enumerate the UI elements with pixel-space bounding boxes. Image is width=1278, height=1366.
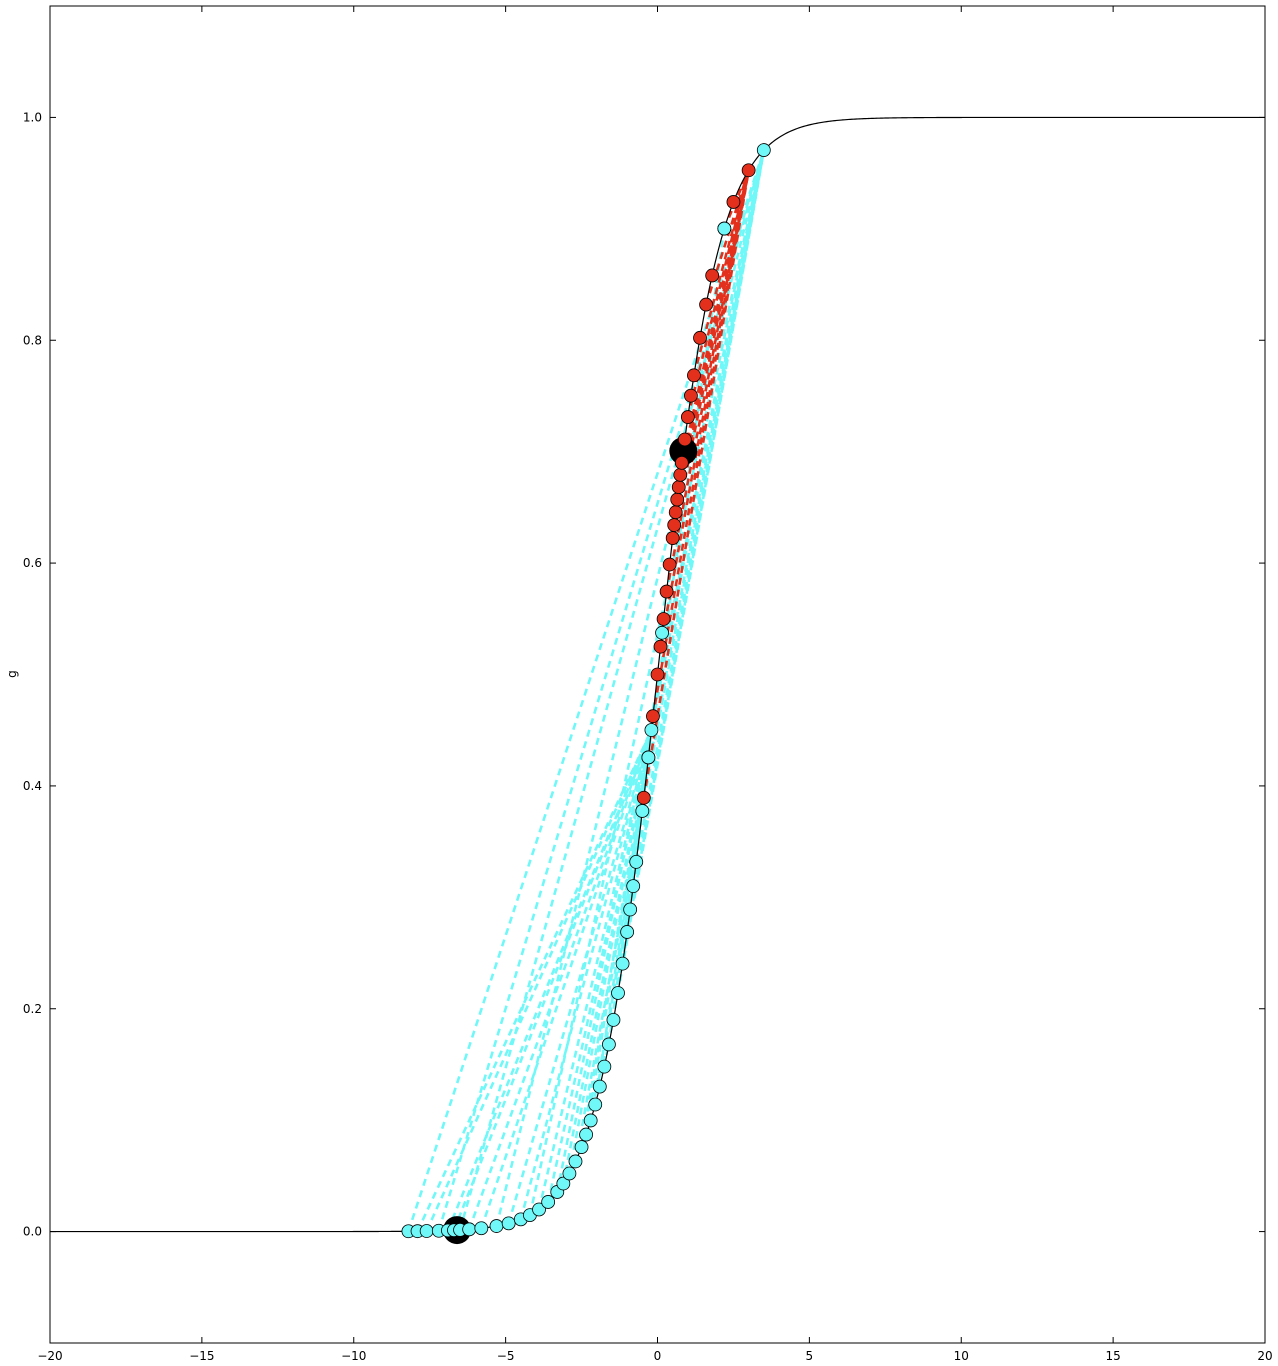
cyan-point	[756, 143, 771, 157]
cyan-dashed-line	[425, 729, 653, 1232]
cyan-point	[620, 925, 635, 939]
x-tick-label: −20	[37, 1349, 62, 1363]
cyan-point	[541, 1195, 556, 1209]
cyan-dashed-line	[458, 149, 766, 1231]
cyan-point	[602, 1037, 616, 1052]
cyan-point	[462, 1222, 477, 1237]
data-points-layer	[401, 143, 771, 1239]
x-tick-label: 15	[1105, 1349, 1120, 1363]
x-tick-label: −15	[189, 1349, 214, 1363]
red-point	[653, 639, 668, 654]
x-tick-label: −5	[497, 1349, 515, 1363]
cyan-point	[556, 1176, 571, 1191]
red-point	[665, 531, 680, 545]
y-tick-label: 1.0	[23, 110, 42, 124]
red-point	[726, 195, 741, 209]
cyan-point	[655, 625, 669, 640]
cyan-dashed-line	[452, 729, 653, 1231]
large-black-marker	[669, 437, 698, 466]
cyan-point	[635, 804, 650, 818]
red-point	[680, 410, 695, 424]
cyan-dashed-line	[407, 149, 766, 1232]
cyan-point	[592, 1079, 607, 1094]
cyan-point	[501, 1216, 516, 1231]
cyan-dashed-line	[495, 149, 766, 1227]
cyan-point	[644, 723, 659, 737]
red-point	[677, 432, 692, 447]
cyan-point	[562, 1166, 577, 1181]
ticks-layer: −20 −15 −10 −5 0 5 10 15 20 0.0 0.2 0.4 0.6 0.8 1.0	[23, 6, 1273, 1363]
dashed-lines-layer	[407, 149, 766, 1232]
y-tick-label: 0.2	[23, 1002, 42, 1016]
cyan-point	[641, 750, 656, 765]
red-point	[693, 330, 707, 345]
red-point	[684, 388, 698, 403]
red-point	[662, 557, 677, 572]
red-point	[636, 790, 651, 805]
red-dashed-line	[651, 170, 750, 717]
x-tick-label: −10	[341, 1349, 366, 1363]
red-point	[667, 518, 682, 532]
cyan-dashed-line	[467, 729, 653, 1230]
cyan-dashed-line	[641, 149, 766, 812]
cyan-dashed-line	[528, 149, 766, 1216]
cyan-point	[419, 1224, 434, 1238]
cyan-point	[606, 1012, 621, 1027]
red-point	[650, 667, 665, 682]
cyan-point	[579, 1127, 594, 1142]
red-point	[668, 505, 683, 520]
cyan-point	[611, 986, 625, 1000]
y-axis-label: g	[5, 670, 19, 678]
red-point	[656, 612, 671, 626]
y-tick-label: 0.4	[23, 779, 42, 793]
red-point	[646, 709, 660, 724]
cyan-point	[588, 1097, 603, 1112]
cyan-dashed-line	[416, 729, 653, 1232]
cyan-point	[489, 1219, 504, 1233]
red-point	[741, 163, 756, 178]
cyan-point	[623, 902, 638, 917]
red-point	[673, 467, 688, 482]
red-point	[705, 268, 720, 283]
cyan-dashed-line	[519, 729, 653, 1220]
x-tick-label: 5	[806, 1349, 814, 1363]
cyan-point	[532, 1202, 546, 1217]
y-tick-label: 0.6	[23, 556, 42, 570]
cyan-point	[574, 1140, 589, 1154]
cyan-point	[615, 956, 630, 971]
red-point	[671, 480, 686, 495]
cyan-dashed-line	[507, 729, 653, 1224]
cyan-point	[629, 854, 644, 869]
cyan-point	[717, 221, 732, 236]
red-point	[687, 368, 701, 383]
x-tick-label: 20	[1257, 1349, 1272, 1363]
large-black-markers-layer	[443, 437, 698, 1245]
cyan-point	[474, 1221, 489, 1236]
y-tick-label: 0.8	[23, 333, 42, 347]
red-point	[670, 492, 685, 507]
red-point	[659, 584, 674, 599]
y-tick-label: 0.0	[23, 1225, 42, 1239]
red-point	[699, 297, 713, 312]
cyan-point	[626, 879, 641, 894]
x-tick-label: 0	[654, 1349, 662, 1363]
red-point	[674, 455, 689, 470]
cyan-point	[583, 1113, 598, 1128]
x-tick-label: 10	[954, 1349, 969, 1363]
cyan-dashed-line	[650, 149, 766, 731]
cyan-dashed-line	[480, 729, 653, 1229]
cyan-dashed-line	[568, 729, 653, 1174]
red-dashed-line	[659, 170, 750, 647]
red-dashed-line	[723, 169, 750, 230]
cyan-point	[597, 1059, 612, 1074]
cyan-point	[568, 1154, 583, 1169]
